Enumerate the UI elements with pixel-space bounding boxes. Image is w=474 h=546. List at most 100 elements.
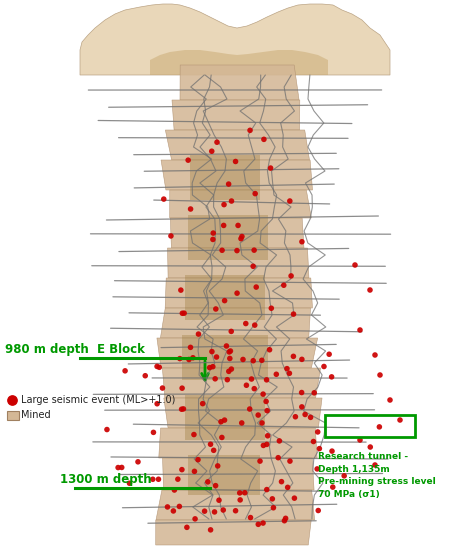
Point (366, 443, 374, 452)
Point (280, 281, 288, 289)
Point (328, 372, 336, 381)
Point (180, 405, 187, 413)
Point (159, 384, 166, 393)
Polygon shape (163, 368, 320, 398)
Point (247, 513, 255, 522)
Point (217, 417, 225, 426)
Point (301, 410, 309, 419)
Point (211, 375, 219, 383)
Point (206, 363, 213, 372)
Point (224, 375, 231, 384)
Point (275, 437, 283, 446)
Point (164, 502, 171, 511)
Point (218, 433, 226, 442)
Point (246, 405, 254, 413)
Point (178, 465, 186, 474)
Point (282, 514, 290, 523)
Point (241, 488, 248, 497)
Point (174, 475, 182, 484)
Point (155, 363, 163, 372)
Point (250, 246, 258, 254)
Point (340, 471, 348, 480)
Polygon shape (167, 248, 309, 278)
Point (170, 507, 177, 515)
Point (181, 309, 188, 318)
Point (256, 457, 264, 466)
Point (298, 355, 306, 364)
Point (238, 419, 246, 428)
Point (167, 232, 175, 240)
Point (310, 388, 318, 397)
Point (371, 461, 379, 470)
Point (298, 238, 306, 246)
Point (351, 260, 359, 269)
Point (255, 411, 262, 419)
Point (199, 399, 207, 408)
Point (366, 286, 374, 294)
Text: Mined: Mined (21, 410, 51, 420)
Point (221, 296, 228, 305)
Point (160, 195, 168, 204)
Polygon shape (190, 155, 260, 200)
Polygon shape (165, 278, 312, 308)
Point (314, 428, 321, 436)
Point (246, 126, 254, 135)
Point (207, 440, 214, 449)
Point (155, 475, 162, 484)
Point (134, 458, 142, 466)
Point (237, 234, 245, 243)
Point (263, 485, 271, 494)
Point (253, 283, 260, 292)
Point (178, 384, 186, 393)
Point (260, 135, 268, 144)
Text: Large seismic event (ML>+1.0): Large seismic event (ML>+1.0) (21, 395, 175, 405)
Text: 1300 m depth: 1300 m depth (60, 473, 152, 486)
Point (286, 197, 293, 205)
Point (126, 479, 133, 488)
Polygon shape (182, 335, 268, 380)
Polygon shape (164, 398, 322, 428)
Point (263, 440, 271, 449)
Point (307, 413, 314, 422)
Point (233, 289, 241, 298)
Point (187, 343, 194, 352)
Point (185, 355, 193, 364)
Point (213, 138, 221, 146)
Point (267, 304, 275, 313)
Point (153, 362, 161, 371)
Point (313, 465, 321, 473)
Point (237, 496, 244, 505)
Point (259, 519, 267, 527)
Point (262, 397, 270, 406)
Point (290, 310, 297, 318)
Polygon shape (188, 215, 268, 260)
Point (207, 525, 214, 534)
Point (215, 496, 223, 505)
Point (376, 371, 384, 379)
Point (191, 514, 199, 523)
Polygon shape (170, 218, 304, 248)
Point (176, 354, 183, 363)
Point (328, 447, 336, 455)
Point (258, 419, 266, 428)
Polygon shape (156, 490, 315, 520)
Point (191, 467, 198, 476)
Polygon shape (165, 130, 310, 160)
Point (264, 431, 272, 440)
Point (209, 235, 217, 244)
Point (175, 502, 183, 511)
Point (267, 164, 274, 173)
Point (314, 506, 322, 515)
Point (269, 495, 276, 503)
Point (251, 189, 259, 198)
Point (238, 232, 246, 241)
Point (316, 444, 323, 453)
Point (248, 375, 255, 383)
Point (291, 494, 298, 502)
Point (190, 430, 198, 439)
Polygon shape (157, 338, 318, 368)
Point (396, 416, 404, 424)
Polygon shape (159, 428, 317, 458)
Polygon shape (150, 50, 328, 75)
Point (329, 483, 337, 491)
